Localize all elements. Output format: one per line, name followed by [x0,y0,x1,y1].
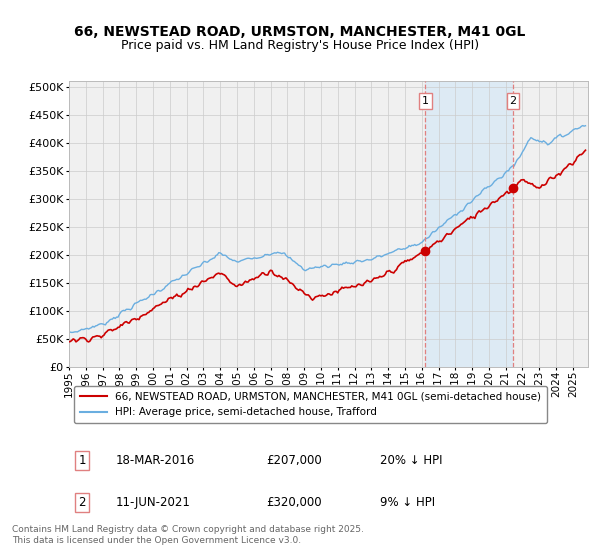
Text: £207,000: £207,000 [266,454,322,467]
Text: 20% ↓ HPI: 20% ↓ HPI [380,454,443,467]
Text: 2: 2 [78,496,86,509]
Text: 9% ↓ HPI: 9% ↓ HPI [380,496,436,509]
Text: £320,000: £320,000 [266,496,322,509]
Text: Contains HM Land Registry data © Crown copyright and database right 2025.
This d: Contains HM Land Registry data © Crown c… [12,525,364,545]
Text: Price paid vs. HM Land Registry's House Price Index (HPI): Price paid vs. HM Land Registry's House … [121,39,479,52]
Text: 66, NEWSTEAD ROAD, URMSTON, MANCHESTER, M41 0GL: 66, NEWSTEAD ROAD, URMSTON, MANCHESTER, … [74,25,526,39]
Text: 2: 2 [509,96,517,106]
Text: 18-MAR-2016: 18-MAR-2016 [116,454,195,467]
Bar [425,81,513,367]
Legend: 66, NEWSTEAD ROAD, URMSTON, MANCHESTER, M41 0GL (semi-detached house), HPI: Aver: 66, NEWSTEAD ROAD, URMSTON, MANCHESTER, … [74,386,547,423]
Text: 1: 1 [422,96,429,106]
Text: 1: 1 [78,454,86,467]
Text: 11-JUN-2021: 11-JUN-2021 [116,496,191,509]
